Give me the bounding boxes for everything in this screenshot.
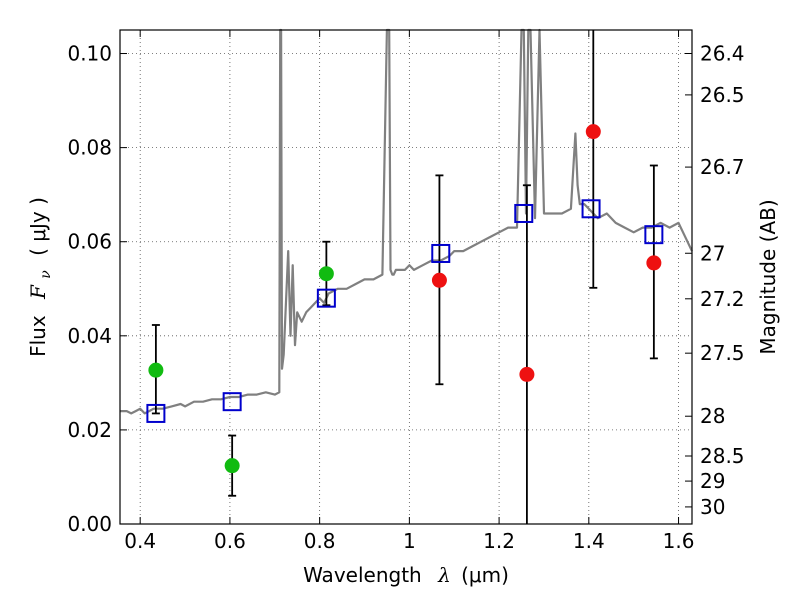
x-tick-label: 1.2 — [483, 529, 515, 553]
spectrum-line — [120, 28, 693, 415]
right-tick-label: 27 — [700, 241, 725, 265]
y-axis-unit: ( μJy ) — [26, 197, 50, 256]
model-point — [222, 392, 242, 412]
right-tick-label: 27.5 — [700, 341, 745, 365]
spectrum-series — [120, 28, 693, 415]
y-axis-subscript: ν — [38, 270, 54, 279]
y-axis-symbol: F — [26, 284, 50, 300]
green-point — [148, 362, 164, 378]
y-tick-label: 0.10 — [67, 42, 112, 66]
right-tick-label: 30 — [700, 495, 725, 519]
right-tick-label: 28 — [700, 404, 725, 428]
x-axis-label: Wavelength — [303, 563, 422, 587]
green-point — [224, 458, 240, 474]
y-axis-label: Flux — [26, 315, 50, 357]
x-tick-label: 1.6 — [663, 529, 695, 553]
x-tick-label: 0.8 — [304, 529, 336, 553]
grid-lines — [120, 30, 692, 525]
model-point — [514, 203, 534, 223]
model-point — [431, 243, 451, 263]
right-tick-label: 26.5 — [700, 83, 745, 107]
red-point — [646, 255, 662, 271]
model-point — [316, 288, 336, 308]
right-axis-title: Magnitude (AB) — [756, 199, 780, 354]
y-tick-label: 0.08 — [67, 136, 112, 160]
y-tick-label: 0.06 — [67, 230, 112, 254]
x-tick-label: 0.6 — [214, 529, 246, 553]
x-tick-label: 1 — [403, 529, 416, 553]
y-tick-label: 0.04 — [67, 324, 112, 348]
x-tick-label: 0.4 — [124, 529, 156, 553]
x-axis-title: Wavelength λ (μm) — [303, 563, 509, 587]
right-tick-label: 26.7 — [700, 155, 745, 179]
observed-photometry-series — [148, 124, 662, 474]
axis-ticks: 0.4 0.6 0.8 1 1.2 1.4 1.6 0.00 0.02 0.04 0.06 0.08 0… — [67, 30, 745, 553]
model-photometry-series — [146, 199, 664, 423]
red-point — [519, 366, 535, 382]
red-point — [431, 272, 447, 288]
y-tick-label: 0.00 — [67, 512, 112, 536]
right-tick-label: 26.4 — [700, 41, 745, 65]
right-tick-label: 29 — [700, 469, 725, 493]
x-axis-unit: (μm) — [461, 563, 509, 587]
right-tick-label: 27.2 — [700, 287, 745, 311]
plot-frame — [119, 29, 693, 525]
y-axis-title: Flux F ν ( μJy ) — [26, 197, 55, 357]
y-tick-label: 0.02 — [67, 418, 112, 442]
x-axis-symbol: λ — [437, 563, 451, 587]
red-point — [585, 124, 601, 140]
x-tick-label: 1.4 — [573, 529, 605, 553]
error-bars — [151, 30, 658, 524]
model-point — [644, 225, 664, 245]
model-point — [581, 199, 601, 219]
right-tick-label: 28.5 — [700, 444, 745, 468]
green-point — [318, 266, 334, 282]
model-point — [146, 403, 166, 423]
